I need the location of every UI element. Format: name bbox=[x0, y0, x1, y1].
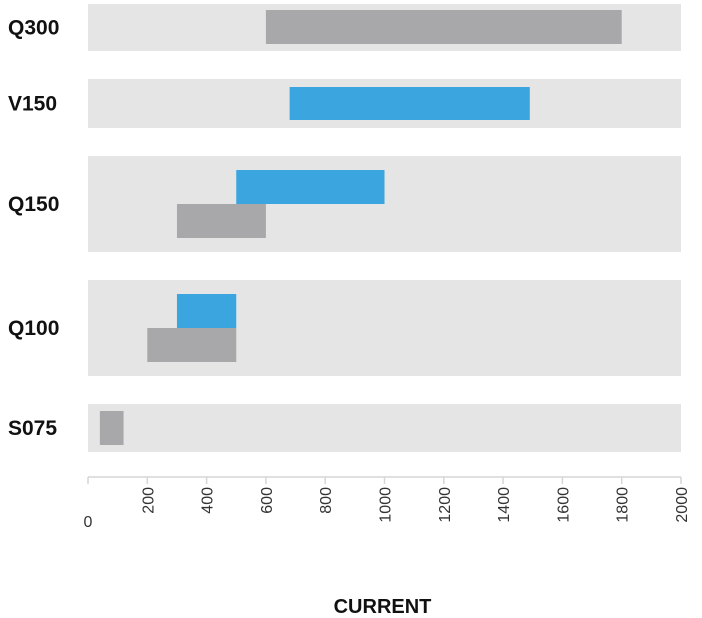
bar-gray-q300 bbox=[265, 10, 622, 44]
x-tick-label-1800: 1800 bbox=[615, 487, 632, 523]
category-label-q300: Q300 bbox=[8, 17, 59, 40]
bar-gray-q100 bbox=[147, 328, 237, 362]
x-tick-label-400: 400 bbox=[200, 487, 217, 514]
category-label-q150: Q150 bbox=[8, 193, 59, 216]
x-tick-label-200: 200 bbox=[140, 487, 157, 514]
bar-blue-q150 bbox=[236, 170, 385, 204]
x-tick-label-0: 0 bbox=[84, 514, 93, 531]
x-tick-label-1000: 1000 bbox=[378, 487, 395, 523]
bar-gray-s075 bbox=[99, 411, 124, 445]
category-label-s075: S075 bbox=[8, 417, 57, 440]
bar-blue-v150 bbox=[289, 87, 530, 120]
bar-gray-q150 bbox=[176, 204, 266, 238]
x-tick-label-1200: 1200 bbox=[437, 487, 454, 523]
x-tick-label-2000: 2000 bbox=[674, 487, 691, 523]
category-label-q100: Q100 bbox=[8, 317, 59, 340]
category-label-v150: V150 bbox=[8, 93, 57, 116]
range-bars bbox=[99, 10, 622, 445]
category-band-s075 bbox=[88, 404, 681, 452]
bar-blue-q100 bbox=[176, 294, 237, 328]
category-labels: Q300 V150 Q150 Q100 S075 bbox=[8, 17, 59, 441]
x-axis-title: CURRENT bbox=[334, 596, 432, 618]
x-tick-label-800: 800 bbox=[318, 487, 335, 514]
x-tick-label-1400: 1400 bbox=[496, 487, 513, 523]
x-ticks: 0 200 400 600 800 1000 1200 1400 1600 1800 2000 bbox=[84, 477, 691, 531]
x-tick-label-1600: 1600 bbox=[555, 487, 572, 523]
x-tick-label-600: 600 bbox=[259, 487, 276, 514]
